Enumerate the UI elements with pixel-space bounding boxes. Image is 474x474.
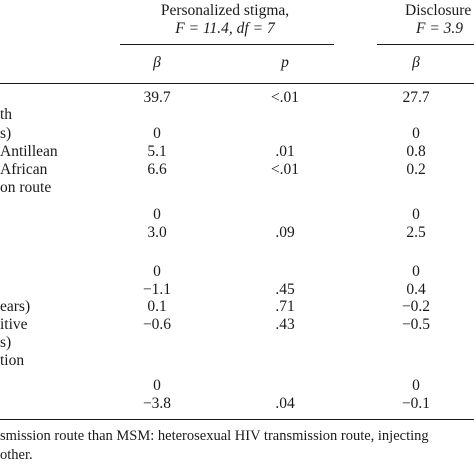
row-label: th (0, 106, 13, 123)
group1-rule (120, 44, 334, 45)
cell-beta2: 0 (412, 206, 420, 223)
cell-beta1: 0 (153, 377, 161, 394)
row-label: ears) (0, 298, 31, 315)
cell-beta1: −3.8 (142, 395, 172, 412)
footnote-line1: smission route than MSM: heterosexual HI… (0, 428, 429, 444)
row-label: itive (0, 316, 28, 333)
cell-p1: .71 (275, 298, 295, 315)
cell-beta1: 39.7 (143, 89, 171, 106)
cell-beta1: 0 (153, 125, 161, 142)
p1-header: p (281, 54, 289, 71)
cell-beta2: 0 (412, 377, 420, 394)
cell-beta1: 0.1 (147, 298, 167, 315)
row-label: s) (0, 334, 12, 351)
group1-stats: F = 11.4, df = 7 (175, 20, 275, 37)
cell-p1: .01 (275, 143, 295, 160)
cell-beta2: 0 (412, 125, 420, 142)
group2-stats: F = 3.9 (416, 20, 464, 37)
table-bottom-rule (0, 419, 474, 420)
cell-beta2: −0.2 (401, 298, 431, 315)
group2-rule (377, 44, 474, 45)
cell-beta1: 0 (153, 206, 161, 223)
cell-beta2: 27.7 (402, 89, 430, 106)
row-label: s) (0, 125, 12, 142)
header-bottom-rule (0, 83, 474, 84)
cell-p1: .43 (275, 316, 295, 333)
cell-beta2: 2.5 (406, 224, 426, 241)
cell-beta1: 5.1 (147, 143, 167, 160)
cell-beta2: 0 (412, 263, 420, 280)
cell-beta2: −0.1 (401, 395, 431, 412)
cell-beta1: −0.6 (142, 316, 172, 333)
footnote-line2: other. (0, 447, 33, 463)
row-label: African (0, 161, 48, 178)
cell-beta2: 0.4 (406, 281, 426, 298)
group1-title: Personalized stigma, (160, 2, 290, 19)
row-label: tion (0, 352, 25, 369)
cell-p1: .04 (275, 395, 295, 412)
cell-beta1: 3.0 (147, 224, 167, 241)
cell-beta2: −0.5 (401, 316, 431, 333)
row-label: on route (0, 179, 52, 196)
cell-beta1: −1.1 (142, 281, 172, 298)
cell-beta2: 0.8 (406, 143, 426, 160)
beta1-header: β (153, 54, 161, 71)
cell-beta1: 0 (153, 263, 161, 280)
beta2-header: β (412, 54, 420, 71)
cell-p1: <.01 (270, 161, 300, 178)
cell-p1: .45 (275, 281, 295, 298)
cell-p1: <.01 (270, 89, 300, 106)
cell-p1: .09 (275, 224, 295, 241)
cell-beta2: 0.2 (406, 161, 426, 178)
group2-title: Disclosure (405, 2, 472, 19)
row-label: Antillean (0, 143, 58, 160)
cell-beta1: 6.6 (147, 161, 167, 178)
